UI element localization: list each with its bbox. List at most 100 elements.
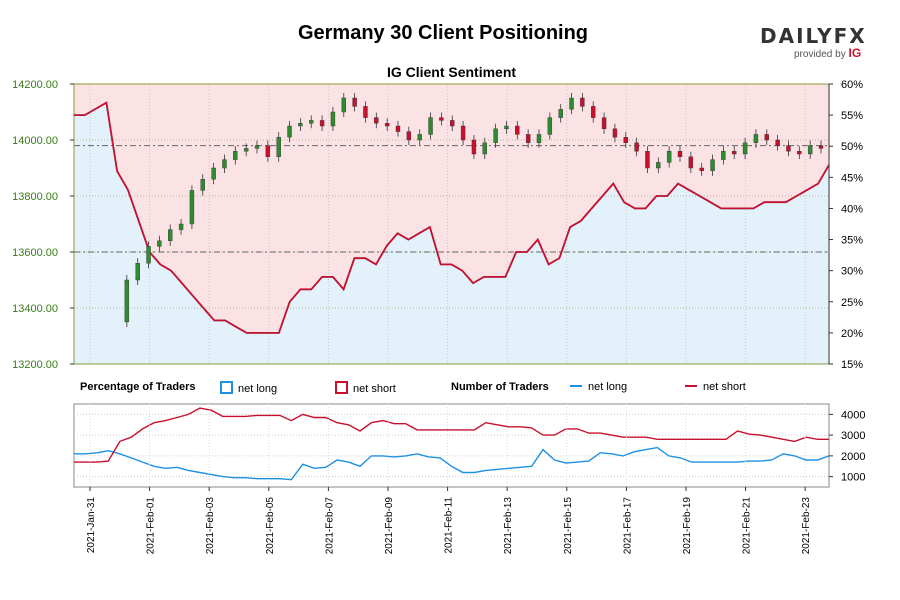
candle-body <box>309 120 314 124</box>
candle-body <box>547 117 553 135</box>
x-tick-label: 2021-Feb-11 <box>444 497 455 554</box>
x-tick-label: 2021-Feb-07 <box>324 497 335 555</box>
candle-body <box>645 150 650 169</box>
candle-body <box>178 223 184 230</box>
candle-body <box>200 178 205 191</box>
candle-body <box>428 117 433 135</box>
candle-body <box>276 136 281 157</box>
candle-body <box>471 139 477 155</box>
dailyfx-logo: DAILYFX <box>760 24 867 48</box>
candle-body <box>417 134 422 141</box>
percent-tick-label: 25% <box>841 297 863 309</box>
candle-body <box>482 142 487 155</box>
candle-body <box>450 120 455 127</box>
sentiment-subtitle: IG Client Sentiment <box>386 64 517 80</box>
traders-tick-label: 4000 <box>841 409 865 421</box>
candle-body <box>287 125 292 138</box>
candle-body <box>623 136 628 143</box>
candle-body <box>168 229 173 242</box>
candle-body <box>406 131 412 141</box>
percent-tick-label: 60% <box>841 79 863 91</box>
percent-tick-label: 45% <box>841 172 863 184</box>
candle-body <box>580 97 585 107</box>
candle-body <box>254 145 260 149</box>
legend-pct-long: net long <box>220 381 277 395</box>
percent-tick-label: 35% <box>841 235 863 247</box>
price-tick-label: 14000.00 <box>12 135 58 147</box>
candle-body <box>341 97 346 113</box>
price-tick-label: 14200.00 <box>12 79 58 91</box>
candle-body <box>352 97 357 107</box>
candle-body <box>612 128 618 138</box>
traders-net-short-line <box>74 407 829 463</box>
x-tick-label: 2021-Jan-31 <box>86 497 97 554</box>
candle-body <box>721 150 726 160</box>
candle-body <box>591 106 596 118</box>
percent-tick-label: 20% <box>841 328 863 340</box>
x-tick-label: 2021-Feb-13 <box>503 497 514 555</box>
price-tick-label: 13200.00 <box>12 359 58 371</box>
candle-body <box>515 125 520 135</box>
percent-tick-label: 15% <box>841 359 863 371</box>
candle-body <box>525 134 531 143</box>
traders-net-long-line <box>74 446 830 481</box>
candle-body <box>786 145 791 152</box>
candle-body <box>742 142 748 155</box>
candle-body <box>797 150 802 155</box>
chart-title: Germany 30 Client Positioning <box>297 22 589 44</box>
traders-tick-label: 2000 <box>841 451 865 463</box>
net-short-line <box>74 101 830 334</box>
candle-body <box>764 134 769 141</box>
x-tick-label: 2021-Feb-03 <box>205 497 216 555</box>
legend-pct-short: net short <box>335 381 396 395</box>
x-tick-label: 2021-Feb-23 <box>801 497 812 555</box>
candle-body <box>211 167 216 180</box>
candle-body <box>135 263 140 281</box>
traders-tick-label: 3000 <box>841 430 865 442</box>
candle-body <box>330 111 336 127</box>
candle-body <box>146 246 151 264</box>
candle-body <box>298 122 303 127</box>
candle-body <box>666 150 672 163</box>
traders-frame <box>73 403 830 488</box>
candle-body <box>634 142 639 152</box>
provided-by-label: provided by IG <box>794 46 862 60</box>
candle-body <box>677 150 683 157</box>
legend-num-title: Number of Traders <box>451 381 549 393</box>
percent-tick-label: 30% <box>841 266 863 278</box>
candle-body <box>233 150 238 160</box>
candle-body <box>124 279 130 323</box>
candle-body <box>395 125 401 132</box>
percent-tick-label: 50% <box>841 141 863 153</box>
candle-body <box>656 162 661 169</box>
legend-pct-title: Percentage of Traders <box>80 381 196 393</box>
candle-body <box>688 156 694 169</box>
x-tick-label: 2021-Feb-17 <box>622 497 633 555</box>
price-tick-label: 13800.00 <box>12 191 58 203</box>
price-tick-label: 13400.00 <box>12 303 58 315</box>
candle-body <box>536 134 542 143</box>
candle-body <box>753 134 759 143</box>
candle-body <box>157 240 162 247</box>
x-tick-label: 2021-Feb-19 <box>682 497 693 555</box>
traders-tick-label: 1000 <box>841 472 865 484</box>
candle-body <box>699 167 704 171</box>
price-tick-label: 13600.00 <box>12 247 58 259</box>
candle-body <box>504 125 509 129</box>
percent-tick-label: 55% <box>841 110 863 122</box>
candle-body <box>558 108 563 118</box>
candle-body <box>374 117 379 124</box>
candle-body <box>363 106 368 118</box>
candle-body <box>384 122 390 127</box>
x-tick-label: 2021-Feb-05 <box>265 497 276 555</box>
x-tick-label: 2021-Feb-15 <box>563 497 574 555</box>
candle-body <box>493 128 498 144</box>
legend-num-long: net long <box>570 381 627 393</box>
candle-body <box>775 139 780 146</box>
net-long-area <box>74 102 829 364</box>
candle-body <box>732 150 737 155</box>
candle-body <box>222 159 227 169</box>
candle-body <box>818 145 824 149</box>
x-tick-label: 2021-Feb-01 <box>146 497 157 555</box>
